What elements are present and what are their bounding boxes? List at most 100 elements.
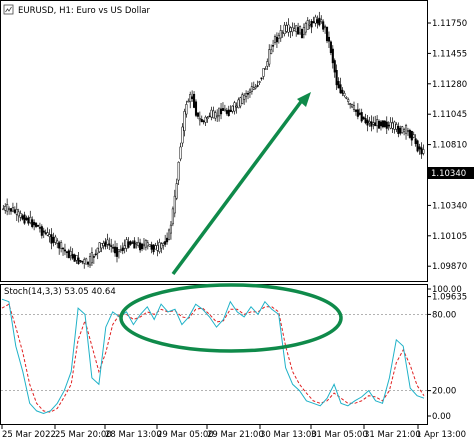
candle-body	[343, 92, 346, 96]
candle-body	[36, 225, 40, 227]
candle-body	[422, 149, 425, 154]
candle-body	[100, 243, 103, 249]
candle-body	[31, 219, 34, 227]
candle-body	[75, 254, 78, 261]
candle-body	[272, 45, 275, 47]
overbought-ellipse[interactable]	[119, 283, 343, 353]
candle-body	[162, 243, 165, 246]
candle-body	[391, 122, 394, 129]
candle-body	[2, 208, 5, 211]
stochastic-main-line	[1, 298, 425, 415]
candle-body	[308, 23, 311, 26]
candle-body	[227, 109, 230, 116]
candle-body	[268, 49, 271, 65]
oscillator-panel[interactable]	[0, 284, 428, 425]
candle-body	[349, 103, 352, 105]
candle-body	[88, 256, 92, 266]
candle-body	[256, 85, 259, 87]
price-panel[interactable]	[0, 0, 428, 282]
candle-body	[393, 121, 396, 130]
candle-body	[92, 256, 95, 258]
candle-body	[25, 217, 28, 221]
candle-body	[90, 252, 93, 264]
candle-body	[395, 124, 398, 130]
candle-body	[404, 125, 408, 134]
candle-body	[225, 110, 228, 114]
price-axis-label: 1.10105	[432, 232, 467, 242]
candle-body	[212, 110, 215, 119]
candle-body	[229, 109, 232, 113]
candle-body	[218, 107, 221, 117]
candle-body	[237, 99, 240, 109]
candle-body	[98, 242, 101, 253]
candle-body	[169, 224, 172, 234]
candle-body	[401, 126, 404, 133]
candle-body	[50, 234, 53, 244]
candle-body	[277, 35, 280, 39]
trend-arrow-line[interactable]	[171, 97, 305, 276]
candle-body	[210, 109, 213, 118]
candle-body	[331, 48, 334, 64]
candle-body	[351, 104, 354, 108]
candle-body	[11, 207, 14, 212]
candle-body	[196, 112, 199, 117]
trend-arrow[interactable]	[171, 92, 311, 276]
price-axis-label: 1.09635	[432, 293, 467, 303]
candle-body	[85, 258, 88, 265]
price-axis-label: 1.11045	[432, 110, 467, 120]
time-axis-label: 31 Mar 05:00	[311, 430, 368, 440]
time-axis-label: 29 Mar 21:00	[207, 430, 264, 440]
candle-body	[177, 161, 180, 181]
candle-body	[146, 242, 149, 247]
candle-body	[223, 108, 226, 112]
candle-body	[164, 241, 167, 245]
candle-body	[368, 121, 371, 124]
last-price-marker: 1.10340	[428, 167, 474, 179]
oscillator-level-label: 20.00	[432, 387, 456, 397]
candle-body	[316, 19, 319, 24]
candle-body	[129, 241, 132, 245]
candle-body	[385, 121, 388, 129]
candle-body	[389, 121, 392, 129]
candle-body	[356, 109, 359, 117]
candle-body	[241, 94, 244, 104]
candle-body	[35, 222, 38, 227]
candle-body	[183, 111, 186, 131]
candle-body	[291, 27, 294, 33]
candle-body	[266, 61, 269, 67]
candle-body	[56, 240, 59, 244]
candle-body	[171, 208, 174, 225]
trend-arrow-head[interactable]	[297, 92, 311, 107]
candle-body	[337, 81, 340, 89]
candle-body	[167, 229, 171, 240]
oscillator-levels: 100.00 80.00 20.00 0.00	[1, 285, 462, 422]
candle-body	[13, 209, 16, 213]
candle-body	[67, 250, 70, 259]
candle-body	[254, 86, 257, 89]
candle-body	[318, 17, 321, 26]
candle-body	[191, 96, 194, 99]
candle-body	[121, 247, 124, 251]
chart-window-icon-line	[5, 6, 12, 13]
candle-body	[364, 118, 367, 124]
candle-body	[214, 112, 217, 119]
candle-body	[81, 260, 84, 263]
candle-body	[160, 243, 163, 249]
candle-body	[310, 20, 313, 28]
candle-body	[295, 25, 298, 32]
price-axis-label: 1.11280	[432, 80, 467, 90]
candle-body	[77, 257, 80, 265]
candle-body	[181, 126, 184, 144]
candle-body	[173, 195, 176, 214]
candle-body	[54, 236, 57, 243]
candle-body	[125, 239, 128, 249]
price-axis-label: 1.09870	[432, 262, 467, 272]
oscillator-level-label: 0.00	[432, 412, 451, 422]
candle-body	[21, 215, 24, 220]
candle-body	[383, 120, 386, 128]
candle-body	[69, 251, 72, 256]
candle-body	[17, 211, 20, 217]
candle-body	[293, 28, 296, 31]
candle-body	[204, 116, 207, 123]
